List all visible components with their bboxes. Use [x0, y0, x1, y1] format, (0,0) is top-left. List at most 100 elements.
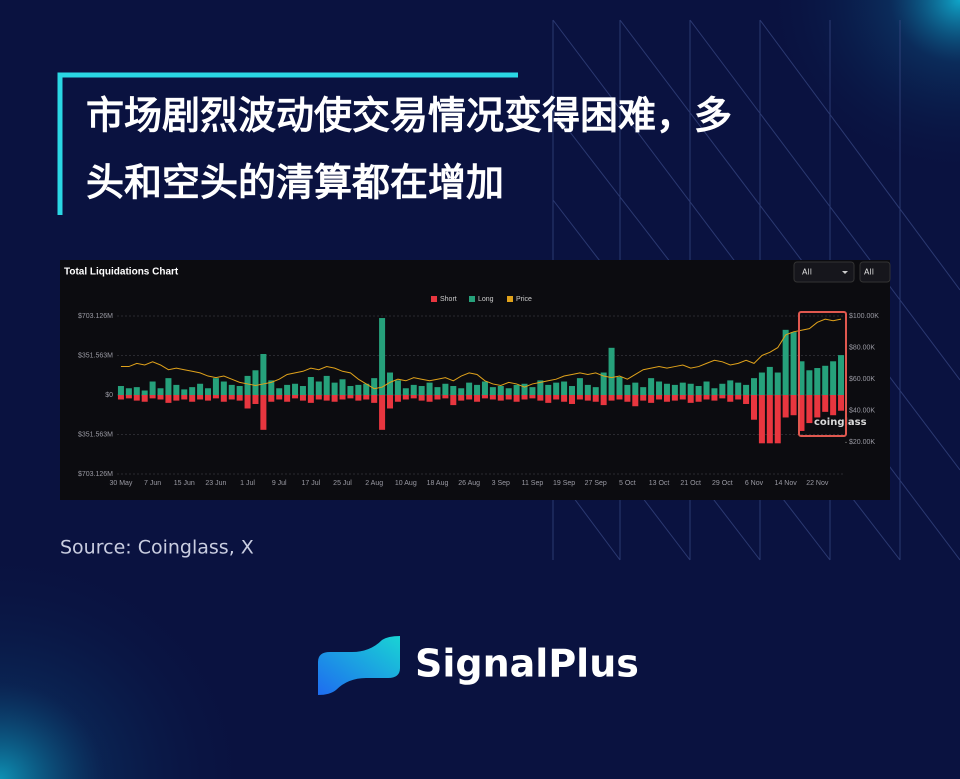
- bar: [695, 386, 702, 395]
- y-tick-label: $351.563M: [78, 352, 113, 359]
- x-tick-label: 14 Nov: [775, 480, 798, 487]
- bar: [600, 395, 607, 406]
- bar: [632, 382, 639, 395]
- legend-label: Long: [478, 296, 494, 303]
- bar: [165, 378, 172, 395]
- bar: [790, 395, 797, 416]
- x-tick-label: 18 Aug: [427, 480, 449, 487]
- bar: [125, 388, 132, 395]
- bar: [284, 384, 291, 395]
- bar: [181, 389, 188, 395]
- bar: [711, 388, 718, 395]
- bar: [545, 384, 552, 395]
- bar: [363, 395, 370, 400]
- bar: [418, 395, 425, 401]
- bar: [276, 395, 283, 400]
- bar: [236, 395, 243, 401]
- bar: [204, 395, 212, 401]
- dropdown-label: All: [864, 268, 874, 277]
- bar: [402, 395, 409, 400]
- bar: [323, 375, 330, 395]
- bar: [379, 395, 386, 430]
- bar: [371, 395, 378, 403]
- bar: [750, 378, 758, 395]
- bar: [141, 390, 148, 395]
- bar: [782, 329, 789, 395]
- bar: [434, 395, 441, 400]
- x-tick-label: 17 Jul: [302, 480, 321, 487]
- x-tick-label: 2 Aug: [365, 480, 383, 487]
- bar: [181, 395, 188, 400]
- x-tick-label: 3 Sep: [492, 480, 510, 487]
- bar: [157, 395, 164, 400]
- bar: [410, 395, 417, 399]
- bar: [505, 395, 512, 400]
- bar: [814, 368, 821, 395]
- headline: 市场剧烈波动使交易情况变得困难，多: [86, 94, 732, 138]
- source: Source: Coinglass, X: [60, 537, 254, 559]
- bar: [822, 365, 829, 395]
- bar: [125, 395, 132, 399]
- dropdown-label: All: [802, 268, 812, 277]
- bar: [466, 395, 473, 400]
- bar: [735, 382, 742, 395]
- title-bracket: [57, 72, 518, 215]
- x-tick-label: 15 Jun: [174, 480, 195, 487]
- bar: [292, 383, 299, 395]
- chart-panel: Total Liquidations Chart All All $703.12…: [60, 260, 891, 500]
- bar: [339, 379, 346, 395]
- bar: [426, 395, 433, 402]
- x-tick-label: 22 Nov: [806, 480, 829, 487]
- bar: [568, 395, 576, 404]
- bar: [576, 395, 583, 400]
- bar: [489, 395, 496, 400]
- bar: [212, 378, 219, 395]
- legend-label: Price: [516, 296, 532, 303]
- bar: [489, 387, 496, 395]
- bar: [117, 386, 124, 395]
- bar: [149, 381, 156, 395]
- bar: [529, 395, 536, 399]
- bar: [426, 382, 433, 395]
- bar: [434, 387, 441, 395]
- x-tick-label: 23 Jun: [205, 480, 226, 487]
- bar: [735, 395, 742, 400]
- bar: [648, 395, 655, 403]
- headline: 头和空头的清算都在增加: [86, 161, 504, 205]
- bar: [386, 372, 394, 395]
- bar: [814, 395, 821, 418]
- bar: [284, 395, 291, 402]
- bar: [782, 395, 789, 418]
- bar: [363, 383, 370, 395]
- bar: [450, 386, 457, 395]
- bar: [830, 361, 837, 395]
- bar: [189, 387, 196, 395]
- bar: [838, 395, 845, 411]
- bar: [719, 383, 726, 395]
- bar: [402, 388, 409, 395]
- dropdown-arrow: [842, 271, 848, 274]
- bar: [608, 347, 615, 395]
- bar: [830, 395, 837, 416]
- bar: [371, 378, 378, 395]
- y2-tick-label: $40.00K: [849, 408, 875, 415]
- bar: [561, 395, 568, 402]
- y2-tick-label: $20.00K: [849, 439, 875, 446]
- bar: [141, 395, 148, 402]
- x-tick-label: 19 Sep: [553, 480, 575, 487]
- bar: [600, 372, 607, 395]
- x-tick-label: 5 Oct: [619, 480, 636, 487]
- brand: SignalPlus: [415, 642, 639, 686]
- legend-label: Short: [440, 296, 457, 303]
- y2-tick-label: $80.00K: [849, 344, 875, 351]
- x-tick-label: 27 Sep: [585, 480, 607, 487]
- bar: [331, 395, 338, 402]
- bar: [750, 395, 758, 420]
- legend-swatch: [469, 296, 475, 302]
- bar: [592, 387, 599, 395]
- bar: [244, 395, 251, 409]
- bar: [268, 395, 275, 402]
- dropdown[interactable]: [859, 261, 891, 283]
- bar: [220, 381, 227, 395]
- dropdown[interactable]: [793, 261, 855, 283]
